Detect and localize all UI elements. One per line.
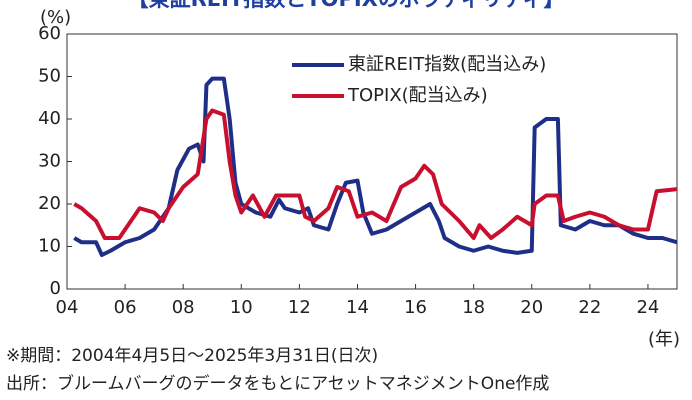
y-tick-label: 30 bbox=[38, 151, 61, 172]
line-series bbox=[73, 76, 678, 257]
x-tick-label: 18 bbox=[462, 297, 485, 318]
x-axis-label: (年) bbox=[648, 329, 680, 350]
note: ※期間：2004年4月5日～2025年3月31日(日次) bbox=[6, 346, 378, 366]
y-axis-label: (%) bbox=[40, 7, 71, 28]
x-tick-label: 06 bbox=[114, 297, 137, 318]
note: 出所：ブルームバーグのデータをもとにアセットマネジメントOne作成 bbox=[6, 373, 549, 394]
line-series bbox=[73, 108, 678, 240]
y-tick-label: 60 bbox=[38, 23, 61, 44]
x-tick-label: 04 bbox=[56, 297, 79, 318]
x-tick-label: 22 bbox=[578, 297, 601, 318]
x-tick-label: 08 bbox=[172, 297, 195, 318]
legend-label: TOPIX(配当込み) bbox=[347, 85, 488, 106]
y-tick-label: 40 bbox=[38, 108, 61, 129]
y-tick-label: 10 bbox=[38, 236, 61, 257]
x-tick-label: 12 bbox=[288, 297, 311, 318]
x-tick-label: 14 bbox=[346, 297, 369, 318]
y-tick-label: 20 bbox=[38, 193, 61, 214]
legend-label: 東証REIT指数(配当込み) bbox=[348, 54, 546, 75]
x-tick-label: 20 bbox=[520, 297, 543, 318]
x-tick-label: 24 bbox=[636, 297, 659, 318]
x-tick-label: 16 bbox=[404, 297, 427, 318]
chart-title: 【東証REIT指数とTOPIXのボラティリティ】 bbox=[128, 0, 565, 11]
y-tick-label: 0 bbox=[50, 278, 61, 299]
y-tick-label: 50 bbox=[38, 66, 61, 87]
x-tick-label: 10 bbox=[230, 297, 253, 318]
